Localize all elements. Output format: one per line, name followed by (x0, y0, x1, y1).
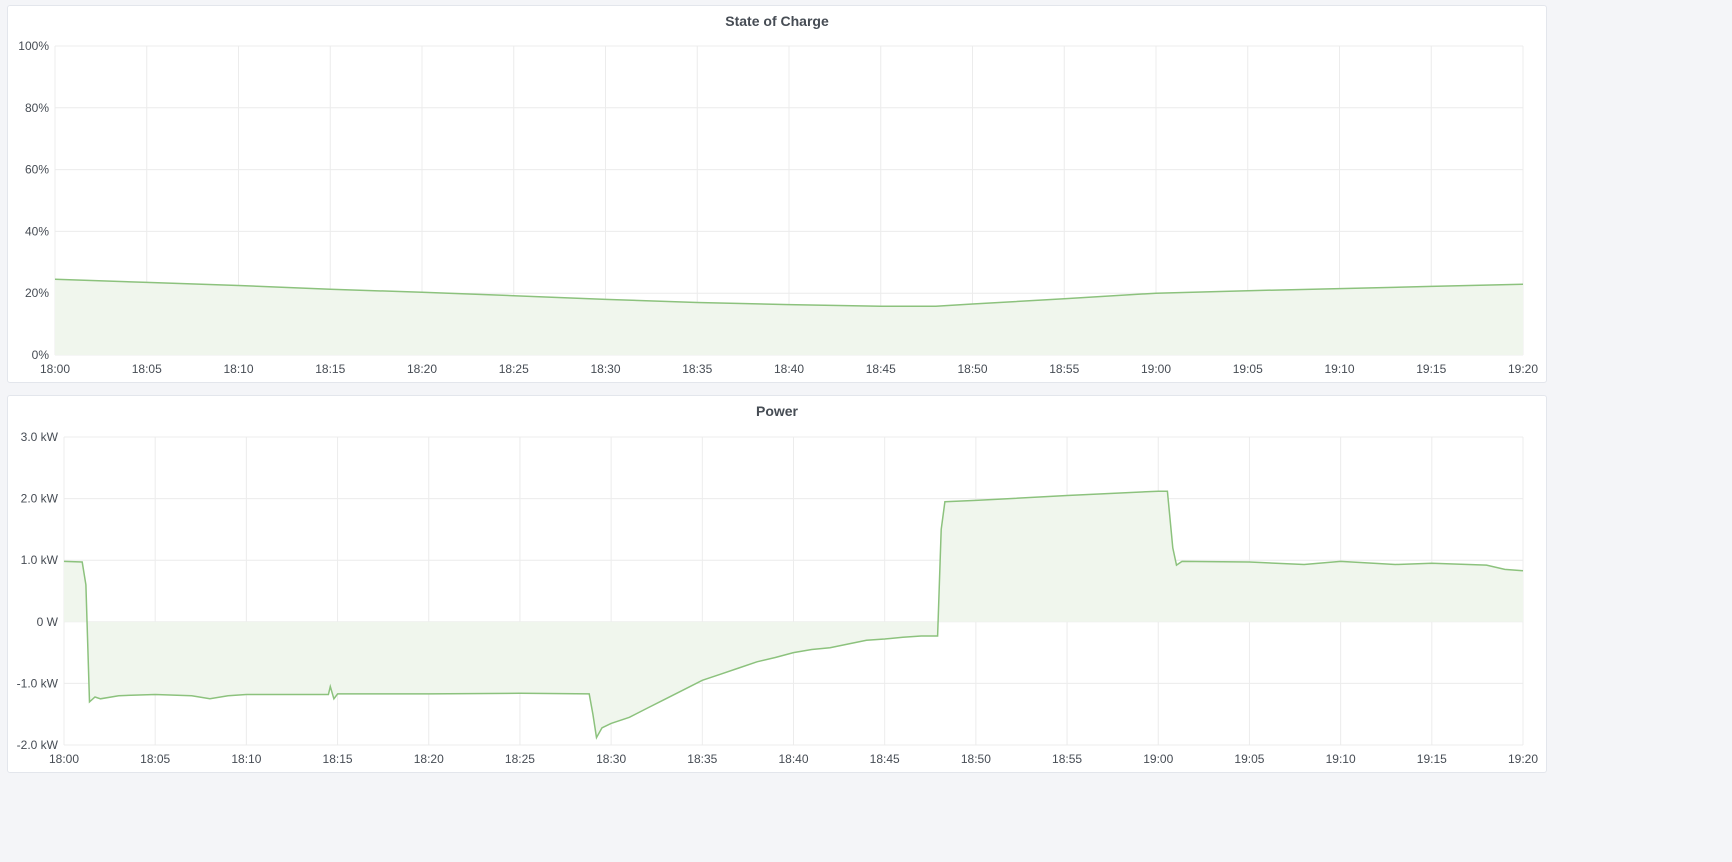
series-line (54, 278, 1524, 307)
x-tick-label: 18:35 (682, 362, 712, 376)
x-tick-label: 18:45 (866, 362, 896, 376)
soc-panel: State of Charge 0% 20% 40% 60% 80% 100% 18:00 1… (7, 5, 1547, 383)
y-tick-label: 0% (32, 348, 50, 362)
x-tick-label: 18:55 (1052, 752, 1082, 766)
x-tick-label: 18:15 (323, 752, 353, 766)
series-area-fill (64, 491, 1523, 738)
x-tick-label: 19:20 (1508, 752, 1538, 766)
x-tick-label: 18:25 (505, 752, 535, 766)
x-tick-label: 18:25 (499, 362, 529, 376)
x-tick-label: 18:50 (961, 752, 991, 766)
y-tick-label: 40% (25, 224, 49, 238)
panel-title[interactable]: Power (755, 403, 798, 419)
y-tick-label: 100% (18, 39, 49, 53)
x-tick-label: 18:30 (596, 752, 626, 766)
x-tick-label: 18:20 (414, 752, 444, 766)
soc-chart: 0% 20% 40% 60% 80% 100% 18:00 18:05 18:10 18:15 18… (18, 39, 1538, 376)
x-tick-label: 18:00 (49, 752, 79, 766)
y-tick-label: -1.0 kW (17, 676, 59, 690)
y-tick-label: 0 W (37, 615, 59, 629)
y-tick-label: 1.0 kW (21, 553, 59, 567)
x-tick-label: 18:05 (132, 362, 162, 376)
x-tick-label: 19:10 (1326, 752, 1356, 766)
x-tick-label: 19:10 (1324, 362, 1354, 376)
x-tick-label: 18:50 (957, 362, 987, 376)
x-tick-label: 19:05 (1234, 752, 1264, 766)
x-tick-label: 18:35 (687, 752, 717, 766)
x-tick-label: 19:05 (1233, 362, 1263, 376)
x-tick-label: 19:00 (1143, 752, 1173, 766)
y-tick-label: 60% (25, 163, 49, 177)
power-panel: Power -2.0 kW -1.0 kW 0 W 1.0 kW 2.0 kW 3.0 k… (7, 395, 1547, 773)
x-tick-label: 18:05 (140, 752, 170, 766)
y-tick-label: 2.0 kW (21, 492, 59, 506)
x-tick-label: 19:15 (1417, 752, 1447, 766)
x-tick-label: 19:00 (1141, 362, 1171, 376)
x-tick-label: 19:20 (1508, 362, 1538, 376)
x-tick-label: 18:30 (590, 362, 620, 376)
x-tick-label: 18:40 (778, 752, 808, 766)
series-line (63, 490, 1524, 740)
y-tick-label: 80% (25, 101, 49, 115)
x-tick-label: 18:20 (407, 362, 437, 376)
x-tick-label: 18:00 (40, 362, 70, 376)
x-tick-label: 18:45 (870, 752, 900, 766)
x-tick-label: 18:55 (1049, 362, 1079, 376)
series-area-fill (55, 279, 1523, 355)
x-tick-label: 18:15 (315, 362, 345, 376)
x-tick-label: 18:40 (774, 362, 804, 376)
x-tick-label: 18:10 (223, 362, 253, 376)
x-tick-label: 18:10 (231, 752, 261, 766)
power-chart: -2.0 kW -1.0 kW 0 W 1.0 kW 2.0 kW 3.0 kW 18:00… (17, 430, 1539, 766)
y-tick-label: -2.0 kW (17, 738, 59, 752)
y-tick-label: 20% (25, 286, 49, 300)
x-tick-label: 19:15 (1416, 362, 1446, 376)
panel-title[interactable]: State of Charge (725, 13, 829, 29)
y-tick-label: 3.0 kW (21, 430, 59, 444)
